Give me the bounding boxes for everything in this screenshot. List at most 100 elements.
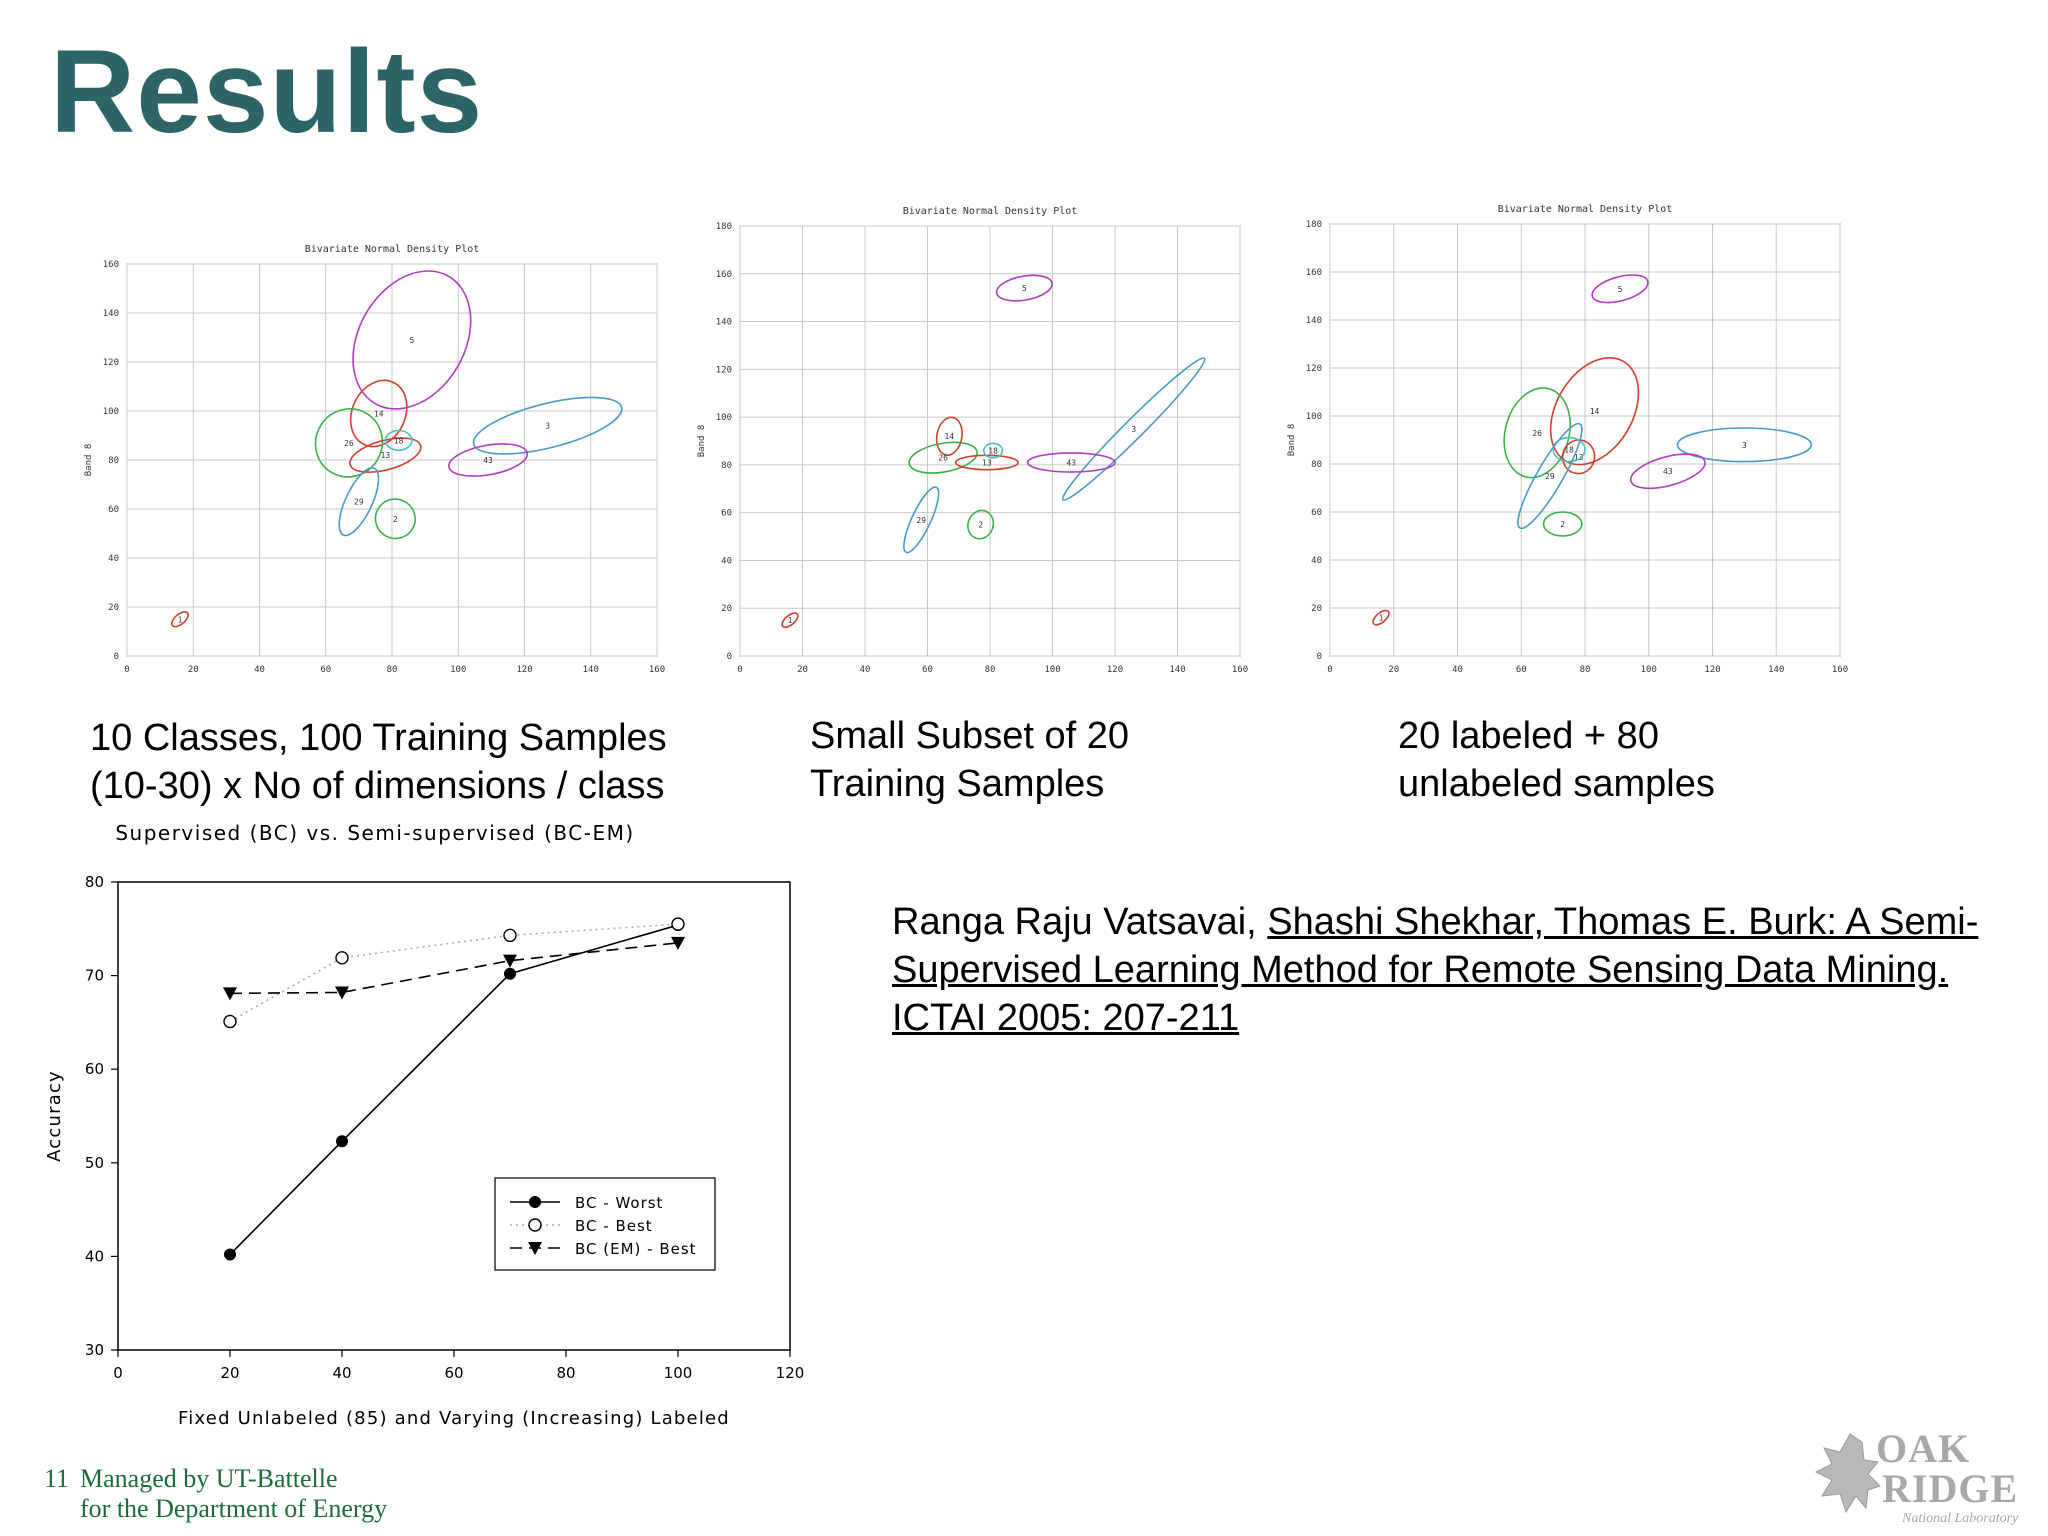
class-ellipse bbox=[171, 611, 189, 628]
class-label: 43 bbox=[1066, 459, 1076, 468]
y-tick-label: 100 bbox=[103, 407, 119, 417]
citation-author: Ranga Raju Vatsavai, bbox=[892, 901, 1268, 943]
series-line-0 bbox=[229, 924, 679, 1256]
y-tick-label: 80 bbox=[108, 456, 119, 466]
data-point bbox=[504, 967, 516, 980]
chart-legend: BC - Worst BC - Best BC (EM) - Best bbox=[494, 1177, 716, 1271]
y-tick-label: 160 bbox=[1306, 268, 1322, 278]
x-tick-label: 20 bbox=[1388, 665, 1399, 675]
class-label: 26 bbox=[344, 439, 354, 448]
y-tick-label: 20 bbox=[108, 603, 119, 613]
class-ellipse bbox=[384, 429, 413, 451]
x-tick-label: 140 bbox=[583, 665, 599, 675]
x-tick-label: 80 bbox=[387, 665, 398, 675]
logo-subtitle: National Laboratory bbox=[1901, 1511, 2019, 1526]
density-title: Bivariate Normal Density Plot bbox=[1498, 204, 1673, 215]
y-axis-label: Accuracy bbox=[44, 1070, 65, 1162]
caption-plot3-line2: unlabeled samples bbox=[1398, 763, 1715, 805]
y-tick-label: 20 bbox=[1311, 604, 1322, 614]
x-tick-label: 60 bbox=[1516, 665, 1527, 675]
class-ellipse bbox=[472, 396, 623, 455]
caption-plot3-line1: 20 labeled + 80 bbox=[1398, 715, 1659, 757]
y-tick-label: 120 bbox=[716, 365, 732, 375]
plot-frame bbox=[117, 881, 791, 1351]
x-tick-label: 20 bbox=[188, 665, 199, 675]
y-tick-label: 60 bbox=[1311, 508, 1322, 518]
y-tick-label: 140 bbox=[716, 318, 732, 328]
y-tick-label: 60 bbox=[85, 1060, 104, 1078]
caption-plot1-line2: (10-30) x No of dimensions / class bbox=[90, 765, 665, 807]
x-tick-label: 80 bbox=[556, 1364, 575, 1382]
accuracy-line-chart: Supervised (BC) vs. Semi-supervised (BC-… bbox=[44, 821, 805, 1429]
x-tick-label: 0 bbox=[124, 665, 129, 675]
class-ellipse bbox=[352, 270, 472, 410]
class-label: 1 bbox=[1379, 614, 1384, 623]
class-label: 14 bbox=[374, 409, 384, 418]
x-tick-label: 160 bbox=[649, 665, 665, 675]
y-tick-label: 70 bbox=[85, 967, 104, 985]
density-title: Bivariate Normal Density Plot bbox=[903, 206, 1078, 217]
class-label: 2 bbox=[978, 521, 983, 530]
class-ellipse bbox=[903, 486, 940, 554]
citation-link[interactable]: Shashi Shekhar, Thomas E. Burk: A Semi-S… bbox=[892, 901, 1979, 1039]
x-tick-label: 0 bbox=[113, 1364, 123, 1382]
class-label: 29 bbox=[1545, 472, 1555, 481]
caption-plot2-line2: Training Samples bbox=[810, 763, 1105, 805]
class-ellipse bbox=[1676, 427, 1813, 463]
class-label: 14 bbox=[1590, 407, 1600, 416]
data-point bbox=[503, 928, 517, 943]
y-tick-label: 120 bbox=[1306, 364, 1322, 374]
class-ellipse bbox=[349, 437, 422, 473]
class-ellipse bbox=[1591, 274, 1649, 304]
data-point bbox=[671, 936, 685, 950]
data-point bbox=[336, 1135, 348, 1148]
data-point bbox=[224, 1248, 236, 1261]
class-label: 13 bbox=[982, 459, 992, 468]
x-tick-label: 80 bbox=[1580, 665, 1591, 675]
class-label: 2 bbox=[1560, 520, 1565, 529]
class-label: 5 bbox=[1618, 285, 1623, 294]
x-tick-label: 120 bbox=[1107, 665, 1123, 675]
y-tick-label: 0 bbox=[1317, 652, 1322, 662]
y-axis-label: Band 8 bbox=[84, 444, 94, 477]
class-label: 43 bbox=[1663, 467, 1673, 476]
class-ellipse bbox=[1372, 609, 1390, 626]
x-tick-label: 120 bbox=[1704, 665, 1720, 675]
legend-label: BC - Worst bbox=[575, 1194, 663, 1212]
class-ellipse bbox=[967, 509, 995, 540]
class-ellipse bbox=[1629, 453, 1706, 490]
y-tick-label: 50 bbox=[85, 1154, 104, 1172]
class-label: 26 bbox=[938, 454, 948, 463]
footer: 11 Managed by UT-Battelle for the Departm… bbox=[44, 1464, 387, 1524]
data-point bbox=[223, 1014, 237, 1029]
x-axis-label: Fixed Unlabeled (85) and Varying (Increa… bbox=[178, 1408, 730, 1429]
x-tick-label: 160 bbox=[1832, 665, 1848, 675]
class-label: 5 bbox=[409, 336, 414, 345]
class-label: 13 bbox=[381, 451, 391, 460]
series-line-2 bbox=[229, 942, 679, 995]
density-plot-labeled-unlabeled: Bivariate Normal Density Plot 0 20 40 60 80 1 0… bbox=[1287, 204, 1848, 675]
class-label: 18 bbox=[394, 436, 404, 445]
class-ellipse bbox=[982, 442, 1004, 459]
x-tick-label: 40 bbox=[254, 665, 265, 675]
x-tick-label: 120 bbox=[776, 1364, 805, 1382]
y-tick-label: 160 bbox=[716, 270, 732, 280]
x-tick-label: 120 bbox=[516, 665, 532, 675]
class-ellipse bbox=[349, 379, 408, 448]
citation: Ranga Raju Vatsavai, Shashi Shekhar, Tho… bbox=[892, 898, 2042, 1042]
x-tick-label: 140 bbox=[1169, 665, 1185, 675]
y-tick-label: 60 bbox=[721, 509, 732, 519]
x-tick-label: 0 bbox=[1327, 665, 1332, 675]
y-tick-label: 40 bbox=[85, 1247, 104, 1265]
x-tick-label: 40 bbox=[1452, 665, 1463, 675]
y-tick-label: 120 bbox=[103, 358, 119, 368]
x-tick-label: 20 bbox=[220, 1364, 239, 1382]
y-tick-label: 0 bbox=[727, 652, 732, 662]
y-tick-label: 180 bbox=[716, 222, 732, 232]
class-ellipse bbox=[1517, 422, 1583, 530]
y-tick-label: 140 bbox=[1306, 316, 1322, 326]
class-label: 1 bbox=[788, 616, 793, 625]
series-line-1 bbox=[229, 923, 679, 1023]
y-tick-label: 80 bbox=[1311, 460, 1322, 470]
